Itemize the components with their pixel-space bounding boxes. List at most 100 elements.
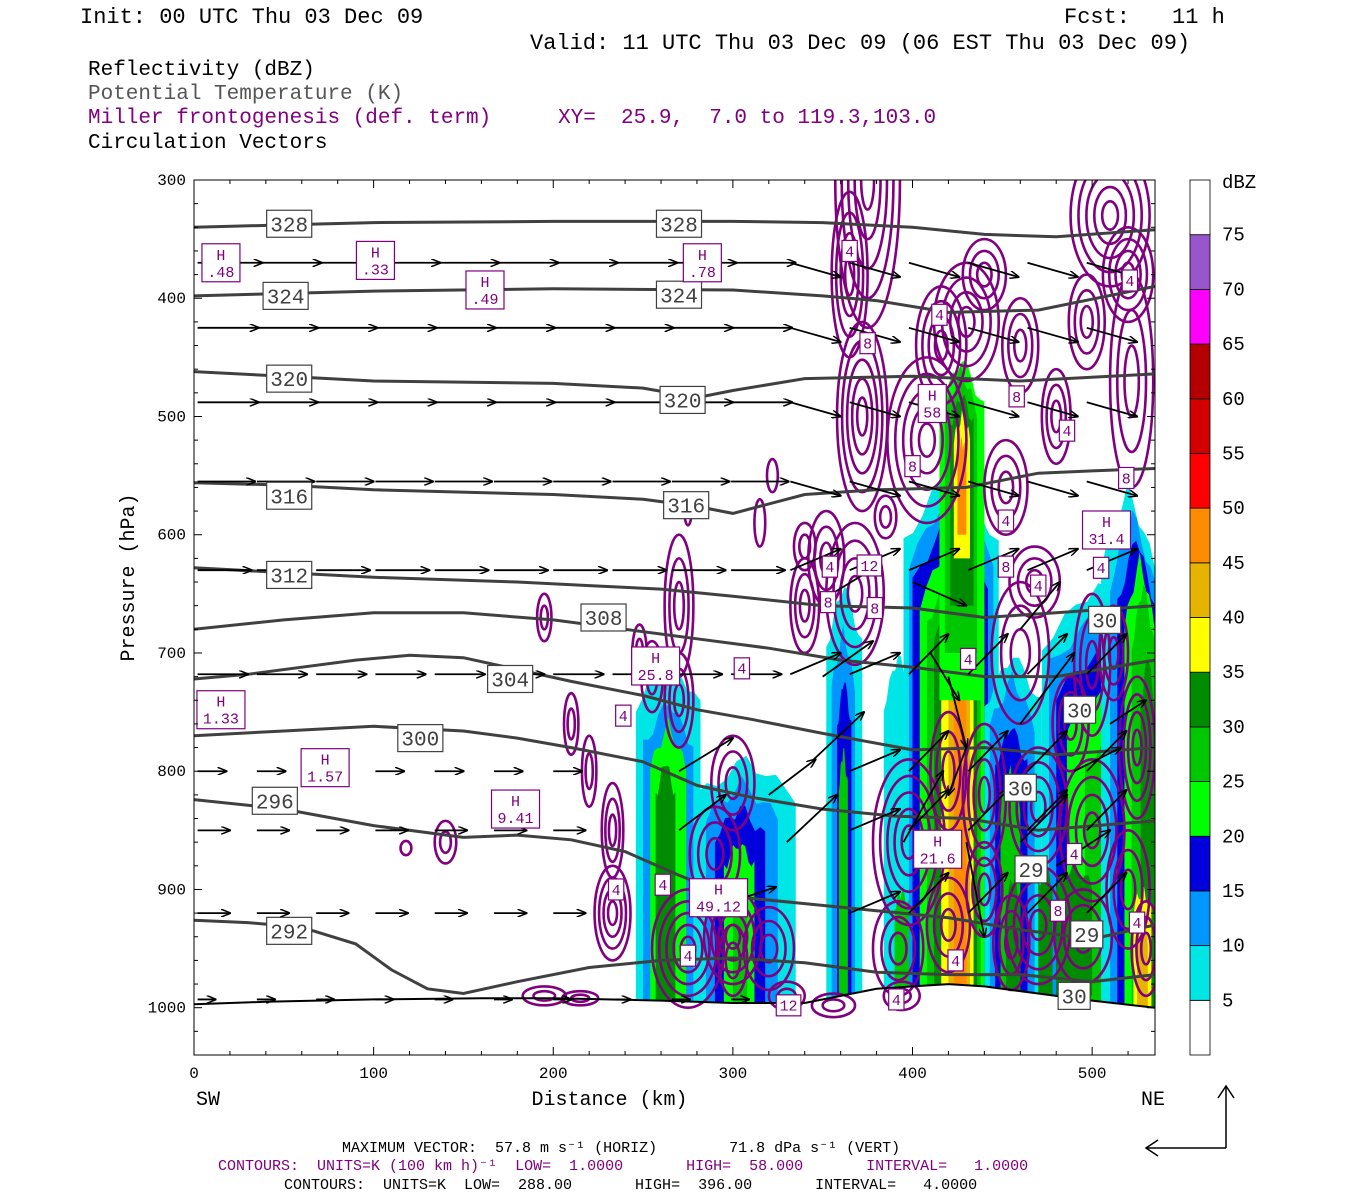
frontogenesis-contour	[665, 911, 711, 986]
fronto-label-box	[1092, 556, 1110, 579]
frontogenesis-contour	[957, 305, 976, 338]
valid-time: Valid: 11 UTC Thu 03 Dec 09 (06 EST Thu …	[530, 31, 1191, 56]
high-marker: H.78	[682, 243, 722, 283]
theta-label-text: 320	[664, 391, 702, 414]
theta-label-text: 30	[1008, 779, 1033, 802]
circulation-vector	[967, 401, 1018, 416]
circulation-vector	[849, 480, 900, 496]
fronto-label: 8	[1049, 899, 1067, 922]
circulation-vector	[790, 549, 840, 572]
theta-label-text: 316	[270, 487, 308, 510]
circulation-vector	[1026, 873, 1067, 914]
theta-label-box	[487, 664, 534, 694]
colorbar-box	[1189, 671, 1211, 728]
x-tick-label: 400	[898, 1065, 927, 1083]
theta-label-box	[266, 364, 313, 393]
high-marker-letter: H	[1102, 515, 1111, 532]
x-end-label-right: NE	[1141, 1089, 1165, 1112]
theta-label-box	[266, 916, 313, 945]
high-marker-box	[465, 270, 505, 310]
fronto-label-text: 12	[780, 999, 798, 1016]
colorbar-level-label: 15	[1222, 881, 1245, 903]
theta-label-text: 324	[267, 287, 305, 310]
frontogenesis-contour	[532, 989, 557, 1002]
high-marker: H1.57	[300, 748, 350, 788]
colorbar-box	[1189, 890, 1211, 947]
y-tick-label: 1000	[148, 1000, 186, 1018]
fronto-label: 4	[997, 509, 1015, 532]
theta-label-box	[266, 209, 313, 238]
circulation-vector	[1055, 830, 1110, 867]
theta-label-box	[251, 786, 298, 815]
frontogenesis-contour	[705, 836, 725, 872]
frontogenesis-contour	[1112, 848, 1144, 931]
x-tick-label: 100	[359, 1065, 388, 1083]
theta-label-text: 292	[270, 922, 308, 945]
high-marker-value: .78	[689, 265, 716, 282]
high-marker-box	[682, 243, 722, 283]
circulation-vector	[912, 581, 967, 606]
theta-contours	[194, 219, 1155, 996]
frontogenesis-contour	[997, 470, 1015, 505]
fronto-label-text: 4	[1097, 561, 1106, 578]
fronto-label-text: 4	[935, 308, 944, 325]
high-marker: H25.8	[631, 646, 681, 686]
circulation-vector	[908, 731, 949, 772]
frontogenesis-contour	[886, 356, 968, 525]
circulation-vector	[1086, 634, 1127, 675]
x-tick-label: 0	[189, 1065, 199, 1083]
high-marker-box	[201, 243, 241, 283]
frontogenesis-contour	[798, 533, 812, 560]
x-tick-label: 300	[718, 1065, 747, 1083]
colorbar-level-label: 10	[1222, 936, 1245, 958]
circulation-vector	[967, 326, 1018, 342]
fronto-label-box	[1008, 385, 1025, 408]
theta-contour-324	[194, 284, 1155, 314]
circulation-vector	[929, 652, 959, 700]
circulation-vector	[967, 261, 1018, 277]
frontogenesis-contour	[433, 819, 458, 865]
circulation-vector	[1027, 480, 1077, 496]
y-tick-label: 400	[157, 290, 186, 308]
frontogenesis-contour	[850, 377, 874, 456]
frontogenesis-contour	[1114, 249, 1142, 300]
theta-label: 328	[266, 209, 313, 238]
x-end-label-left: SW	[196, 1089, 220, 1112]
high-marker-box	[490, 789, 541, 829]
colorbar-level-label: 20	[1222, 826, 1245, 848]
circulation-vector	[786, 795, 837, 843]
fronto-label-text: 4	[845, 244, 854, 261]
fronto-label-text: 4	[1133, 916, 1142, 933]
circulation-vector	[790, 326, 840, 342]
fronto-label-text: 8	[1001, 560, 1010, 577]
frontogenesis-contour	[810, 992, 857, 1019]
circulation-vector	[965, 841, 984, 937]
fronto-label: 8	[859, 332, 876, 355]
high-marker: H.49	[465, 270, 505, 310]
theta-label-box	[655, 209, 703, 238]
frontogenesis-contour	[939, 907, 957, 942]
fronto-label-box	[997, 509, 1015, 532]
theta-label: 308	[580, 603, 627, 632]
frontogenesis-contour	[562, 691, 580, 756]
y-tick-label: 500	[157, 408, 186, 426]
high-marker-letter: H	[933, 834, 942, 851]
colorbar-box	[1189, 179, 1211, 236]
colorbar-box	[1189, 398, 1211, 454]
y-tick-label: 600	[157, 527, 186, 545]
fronto-label-text: 4	[1125, 274, 1134, 291]
high-marker: H49.12	[688, 878, 749, 918]
fronto-label-box	[775, 994, 802, 1017]
frontogenesis-contour	[759, 933, 779, 964]
colorbar-level-label: 55	[1222, 443, 1245, 465]
colorbar-unit: dBZ	[1222, 172, 1256, 194]
frontogenesis-contour	[606, 899, 619, 927]
theta-label: 304	[487, 664, 534, 694]
ground-surface-line	[194, 983, 1155, 1009]
frontogenesis-contour	[968, 249, 1001, 300]
colorbar-level-label: 45	[1222, 553, 1245, 575]
frontogenesis-contour	[724, 765, 742, 801]
high-marker-value: 31.4	[1088, 532, 1124, 549]
theta-label: 30	[1057, 981, 1091, 1010]
x-tick-label: 500	[1078, 1065, 1107, 1083]
